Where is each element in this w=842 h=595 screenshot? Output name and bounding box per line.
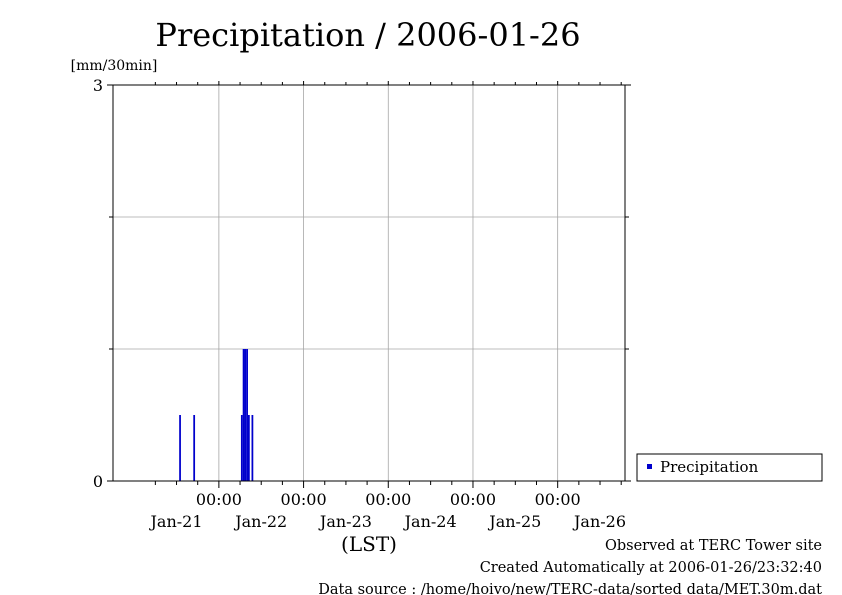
precipitation-bar [251,415,254,481]
precipitation-bar [193,415,196,481]
x-tick-day-label: Jan-26 [572,512,626,531]
x-tick-day-label: Jan-22 [233,512,287,531]
x-tick-day-label: Jan-25 [487,512,541,531]
footer-source: Data source : /home/hoivo/new/TERC-data/… [318,582,822,595]
precipitation-bar [179,415,181,481]
x-tick-time-label: 00:00 [535,490,581,509]
x-tick-day-label: Jan-24 [403,512,457,531]
x-tick-day-label: Jan-21 [149,512,203,531]
chart-title: Precipitation / 2006-01-26 [155,16,580,54]
footer-observed: Observed at TERC Tower site [605,538,822,554]
precipitation-bar [244,349,247,481]
legend-swatch [647,464,652,469]
x-tick-time-label: 00:00 [281,490,327,509]
x-tick-time-label: 00:00 [450,490,496,509]
x-tick-time-label: 00:00 [365,490,411,509]
grid-lines [113,85,625,481]
y-axis-unit: [mm/30min] [71,58,158,74]
precipitation-bar [246,349,248,481]
y-tick-label-bottom: 0 [93,472,103,491]
x-tick-labels: 00:00 00:00 00:00 00:00 00:00 Jan-21 Jan-22 Jan… [149,490,627,531]
precipitation-bar [240,415,243,481]
x-tick-day-label: Jan-23 [318,512,372,531]
legend-box [636,453,823,482]
x-axis-label: (LST) [341,532,397,556]
footer-created: Created Automatically at 2006-01-26/23:3… [480,560,822,576]
plot-frame [112,84,626,482]
axis-ticks [107,81,631,488]
legend: Precipitation [636,453,823,482]
x-tick-time-label: 00:00 [196,490,242,509]
bar-series [179,349,254,481]
legend-label: Precipitation [660,458,759,476]
y-tick-label-top: 3 [93,76,103,95]
precipitation-bar [247,415,250,481]
precipitation-bar [242,349,245,481]
